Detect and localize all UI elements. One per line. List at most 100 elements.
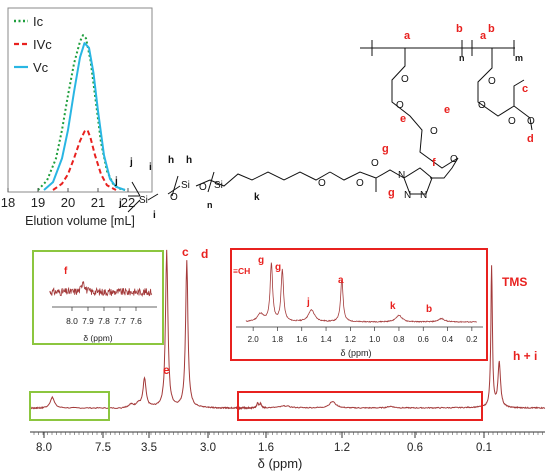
gpc-x-tick-label: 20 <box>61 195 75 210</box>
atom-si-3: Si <box>214 180 223 191</box>
struct-label-i2: i <box>153 210 156 221</box>
atom-o-1: O <box>170 192 178 203</box>
legend-label-ic: Ic <box>33 14 44 29</box>
aliphatic-x-tick-label: 0.6 <box>418 335 430 344</box>
gpc-x-tick-label: 21 <box>91 195 105 210</box>
triazole-ring <box>403 167 433 195</box>
struct-label-m: m <box>515 53 523 63</box>
atom-n-1: N <box>398 170 405 181</box>
gpc-frame <box>7 7 153 193</box>
atom-o-4: O <box>356 178 364 189</box>
struct-label-j2: j <box>114 176 118 187</box>
struct-label-f: f <box>432 157 436 169</box>
aliphatic-label-g2: g <box>275 262 281 273</box>
gpc-chart: 18 19 20 21 22 Ic IVc Vc Elution volume [mL] <box>1 7 153 228</box>
aliphatic-label-b: b <box>426 304 432 315</box>
chemical-structure: Si O Si O Si O O O N N N O O O O O O O O… <box>114 23 535 221</box>
aliphatic-inset: 2.0 1.8 1.6 1.4 1.2 1.0 0.8 0.6 0.4 0.2 δ (ppm) ≡… <box>230 248 488 361</box>
struct-label-c: c <box>522 83 528 95</box>
aromatic-x-axis-label: δ (ppm) <box>83 333 112 343</box>
gpc-x-axis-label: Elution volume [mL] <box>25 214 135 228</box>
struct-label-a1: a <box>404 30 411 42</box>
atom-o-8: O <box>430 126 438 137</box>
struct-label-h2: h <box>186 155 192 166</box>
atom-o-2: O <box>199 182 207 193</box>
aromatic-zoom-box <box>29 391 110 421</box>
atom-o-3: O <box>318 178 326 189</box>
gpc-x-tick-label: 18 <box>1 195 15 210</box>
struct-label-g1: g <box>382 143 389 155</box>
aliphatic-label-k: k <box>390 301 396 312</box>
struct-label-a2: a <box>480 30 487 42</box>
aliphatic-x-tick-label: 2.0 <box>248 335 260 344</box>
linker-bond <box>430 157 459 179</box>
atom-n-3: N <box>420 190 427 201</box>
struct-label-h1: h <box>168 155 174 166</box>
aliphatic-x-tick-label: 1.0 <box>369 335 381 344</box>
backbone-brackets <box>371 40 515 56</box>
aliphatic-x-tick-label: 0.8 <box>393 335 405 344</box>
nmr-trace <box>29 249 546 411</box>
aliphatic-label-a: a <box>338 275 344 286</box>
side-chain-cd <box>477 48 533 131</box>
atom-o-12: O <box>508 116 516 127</box>
nmr-x-tick-label: 1.6 <box>258 442 274 454</box>
atom-si-1: Si <box>139 195 148 206</box>
side-chain-e <box>391 48 459 169</box>
struct-label-g2: g <box>388 187 395 199</box>
peak-label-c: c <box>182 245 189 259</box>
gpc-series-vc <box>43 42 126 191</box>
aromatic-inset-frame <box>32 250 164 345</box>
atom-o-5: O <box>371 158 379 169</box>
legend-label-ivc: IVc <box>33 37 52 52</box>
struct-label-i1: i <box>149 162 152 173</box>
nmr-x-tick-label: 1.2 <box>334 442 350 454</box>
aliphatic-label-ch: ≡CH <box>233 266 250 276</box>
aromatic-peak-label-f: f <box>64 266 68 277</box>
peak-label-tms: TMS <box>502 275 527 289</box>
atom-o-13: O <box>527 116 535 127</box>
aliphatic-trace <box>245 262 477 323</box>
gpc-x-tick-label: 19 <box>31 195 45 210</box>
aliphatic-x-axis-label: δ (ppm) <box>340 348 371 358</box>
atom-o-10: O <box>488 76 496 87</box>
struct-label-j1: j <box>129 157 133 168</box>
atom-o-6: O <box>401 74 409 85</box>
struct-label-e1: e <box>400 113 406 125</box>
struct-label-j3: j <box>118 198 122 209</box>
peak-label-h-i: h + i <box>513 349 537 363</box>
peak-label-e: e <box>163 363 170 377</box>
aliphatic-x-tick-label: 1.8 <box>272 335 284 344</box>
atom-o-7: O <box>396 100 404 111</box>
nmr-x-tick-label: 3.0 <box>200 442 216 454</box>
gpc-legend: Ic IVc Vc <box>14 14 52 75</box>
peak-label-d: d <box>201 247 208 261</box>
nmr-x-tick-label: 3.5 <box>141 442 157 454</box>
legend-label-vc: Vc <box>33 60 49 75</box>
atom-n-2: N <box>404 190 411 201</box>
aliphatic-x-tick-label: 1.2 <box>345 335 357 344</box>
aliphatic-x-tick-label: 1.6 <box>296 335 308 344</box>
atom-si-2: Si <box>181 180 190 191</box>
aromatic-x-tick-label: 7.8 <box>98 316 110 326</box>
struct-label-n2: n <box>207 200 213 210</box>
aromatic-x-tick-label: 7.6 <box>130 316 142 326</box>
atom-o-9: O <box>450 154 458 165</box>
struct-label-b1: b <box>456 23 463 35</box>
nmr-x-tick-label: 0.1 <box>476 442 492 454</box>
nmr-x-tick-label: 7.5 <box>95 442 111 454</box>
struct-label-n: n <box>459 53 465 63</box>
gpc-series-ic <box>37 34 126 191</box>
gpc-x-tick-label: 22 <box>121 195 135 210</box>
aromatic-x-tick-label: 7.7 <box>114 316 126 326</box>
struct-label-e2: e <box>444 104 450 116</box>
aliphatic-x-tick-label: 0.2 <box>466 335 478 344</box>
atom-o-11: O <box>478 100 486 111</box>
aliphatic-label-g1: g <box>258 255 264 266</box>
peg-chain <box>209 171 331 187</box>
aromatic-x-tick-label: 7.9 <box>82 316 94 326</box>
aliphatic-x-tick-label: 1.4 <box>320 335 332 344</box>
nmr-x-tick-label: 0.6 <box>407 442 423 454</box>
aromatic-x-tick-label: 8.0 <box>66 316 78 326</box>
